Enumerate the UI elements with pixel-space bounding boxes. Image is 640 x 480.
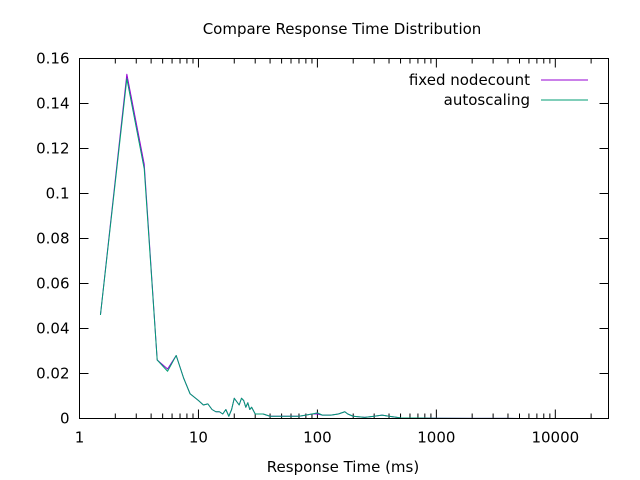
- x-tick-label: 1000: [417, 429, 455, 447]
- chart-title: Compare Response Time Distribution: [203, 20, 482, 38]
- y-tick-label: 0.1: [46, 185, 70, 203]
- y-tick-label: 0.16: [36, 50, 69, 68]
- y-tick-label: 0.02: [36, 365, 69, 383]
- y-tick-label: 0.04: [36, 320, 69, 338]
- series-line-1: [99, 78, 586, 419]
- x-axis-label: Response Time (ms): [267, 458, 419, 476]
- x-tick-label: 100: [303, 429, 332, 447]
- axis-ticks: 0 0.02 0.04 0.06 0.08 0.1 0.12 0.14 0.16 1 10 100 10…: [36, 50, 609, 447]
- legend: fixed nodecount autoscaling: [409, 71, 588, 109]
- plot-frame: [79, 58, 609, 419]
- y-tick-label: 0.14: [36, 95, 69, 113]
- y-tick-label: 0.06: [36, 275, 69, 293]
- y-tick-label: 0.12: [36, 140, 69, 158]
- y-tick-label: 0.08: [36, 230, 69, 248]
- x-tick-label: 10: [189, 429, 208, 447]
- x-tick-label: 10000: [531, 429, 579, 447]
- series-lines: [99, 73, 586, 419]
- y-tick-label: 0: [60, 410, 70, 428]
- legend-label: autoscaling: [444, 91, 530, 109]
- legend-label: fixed nodecount: [409, 71, 530, 89]
- x-tick-label: 1: [75, 429, 85, 447]
